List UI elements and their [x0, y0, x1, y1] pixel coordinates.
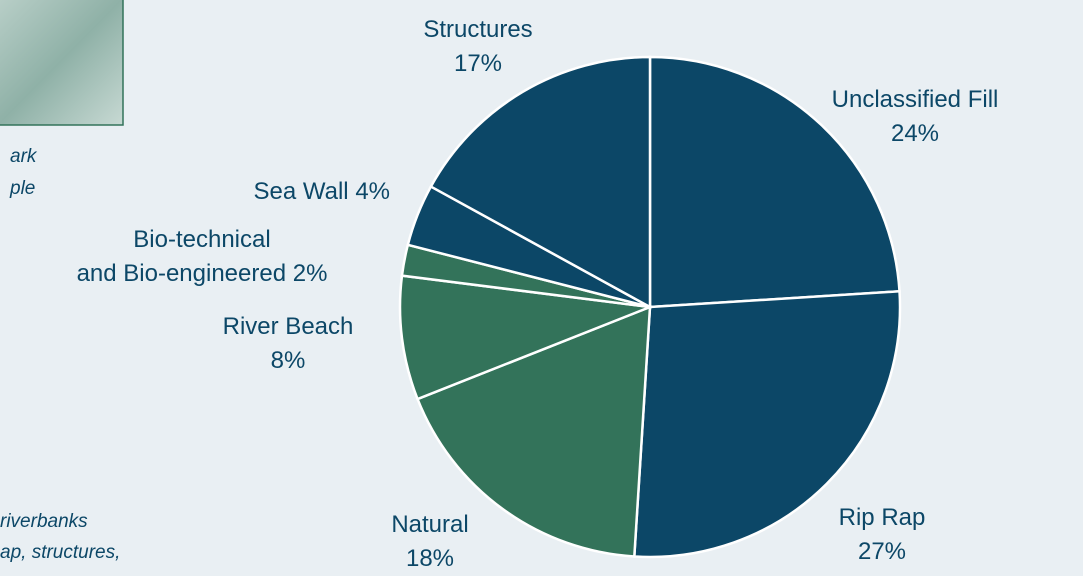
value-label: 24% [891, 120, 939, 147]
photo-caption: ark [10, 141, 36, 173]
category-label: River Beach [223, 310, 354, 344]
photo [0, 0, 123, 125]
page: ark ple riverbanks ap, structures, (() =… [0, 0, 1083, 573]
value-label: 4% [355, 178, 390, 205]
value-label: 8% [271, 347, 306, 374]
value-label: 17% [454, 50, 502, 77]
slice-label: Structures 17% [423, 13, 532, 81]
figure-caption: ap, structures, [0, 537, 120, 569]
value-label: 18% [406, 545, 454, 572]
slice-label: Sea Wall 4% [253, 175, 390, 209]
value-label: 27% [858, 538, 906, 565]
category-label: Structures [423, 13, 532, 47]
slice-label: Unclassified Fill 24% [832, 83, 999, 151]
slice-label: Natural 18% [391, 508, 468, 576]
slice-label: Rip Rap 27% [839, 501, 926, 569]
figure-caption: riverbanks [0, 506, 88, 538]
category-label: Unclassified Fill [832, 83, 999, 117]
category-label: Bio-technical and Bio-engineered [77, 226, 287, 287]
category-label: Natural [391, 508, 468, 542]
photo-caption: ple [10, 173, 35, 205]
slice-label: River Beach 8% [223, 310, 354, 378]
category-label: Rip Rap [839, 501, 926, 535]
category-label: Sea Wall [253, 178, 348, 205]
value-label: 2% [293, 260, 328, 287]
slice-label: Bio-technical and Bio-engineered 2% [77, 223, 328, 291]
